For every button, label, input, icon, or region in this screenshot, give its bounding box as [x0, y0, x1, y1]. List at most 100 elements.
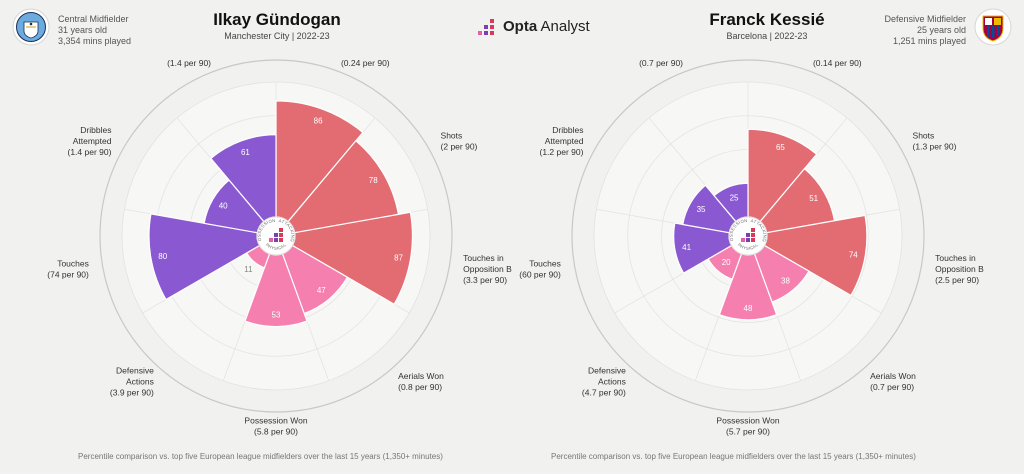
axis-label-line: (2 per 90)	[441, 142, 478, 152]
axis-label-line: Actions	[126, 377, 154, 387]
data-value-label: 47	[317, 286, 326, 295]
axis-label-line: Attempted	[73, 136, 112, 146]
data-value-label: 25	[730, 194, 739, 203]
axis-label-line: (0.24 per 90)	[341, 58, 390, 68]
brand-name: Opta Analyst	[503, 18, 590, 35]
opta-analyst-logo-icon	[478, 19, 494, 35]
position-text: Defensive Midfielder	[884, 14, 966, 24]
axis-label-line: Touches in	[463, 253, 504, 263]
center-group-label: PHYSICAL	[265, 242, 288, 251]
outer-ring	[571, 59, 925, 413]
axis-label-line: (0.7 per 90)	[639, 58, 683, 68]
footer-note-left: Percentile comparison vs. top five Europ…	[78, 452, 443, 461]
axis-label-line: (0.14 per 90)	[813, 58, 862, 68]
axis-label-line: Opposition Box	[463, 264, 512, 274]
player-name-left: Ilkay Gündogan	[213, 10, 341, 29]
logo-square	[269, 238, 273, 242]
data-value-label: 65	[776, 143, 785, 152]
data-value-label: 38	[781, 277, 790, 286]
axis-label-line: Aerials Won	[870, 371, 916, 381]
axis-label-line: Defensive	[588, 366, 626, 376]
axis-label-line: (60 per 90)	[519, 269, 561, 279]
axis-label-line: Goals	[341, 56, 363, 57]
logo-square	[279, 228, 283, 232]
axis-label-line: Touches	[57, 258, 89, 268]
axis-label: Shots (2 per 90)	[441, 131, 478, 152]
axis-label: Defensive Actions (4.7 per 90)	[582, 366, 626, 398]
axis-label-line: (4.7 per 90)	[582, 388, 626, 398]
axis-label-line: Possession Won	[716, 416, 779, 426]
axis-label-line: Dribbles	[552, 125, 583, 135]
footer-note-right: Percentile comparison vs. top five Europ…	[551, 452, 916, 461]
axis-label-line: (0.8 per 90)	[398, 382, 442, 392]
outer-ring	[99, 59, 453, 413]
axis-label: Defensive Actions (3.9 per 90)	[110, 366, 154, 398]
logo-square	[751, 238, 755, 242]
axis-label: Chances Created(1.4 per 90)	[145, 56, 211, 68]
axis-label-line: Attempted	[545, 136, 584, 146]
radar-chart-left: 86 78 87 47 53 11 80 40 61 Goals(0.24 per 90) Shot…	[40, 56, 512, 436]
data-value-label: 86	[314, 116, 323, 125]
axis-label-line: Aerials Won	[398, 371, 444, 381]
axis-label-line: Shots	[441, 131, 463, 141]
axis-label-line: (2.5 per 90)	[935, 275, 979, 285]
axis-label-line: Opposition Box	[935, 264, 984, 274]
center-logo-icon	[741, 228, 755, 242]
manchester-city-crest-icon	[12, 8, 50, 46]
data-value-label: 61	[241, 148, 250, 157]
logo-square	[274, 233, 278, 237]
axis-label: Aerials Won (0.8 per 90)	[398, 371, 444, 392]
axis-label: Possession Won (5.7 per 90)	[716, 416, 779, 437]
axis-label-line: Chances Created	[617, 56, 683, 57]
axis-label: Aerials Won (0.7 per 90)	[870, 371, 916, 392]
data-value-label: 78	[369, 176, 378, 185]
minutes-text: 1,251 mins played	[892, 36, 966, 46]
axis-label: Touches (60 per 90)	[519, 258, 561, 279]
axis-label: Chances Created(0.7 per 90)	[617, 56, 683, 68]
axis-label-line: (1.4 per 90)	[167, 58, 211, 68]
data-value-label: 80	[158, 252, 167, 261]
age-text: 31 years old	[58, 25, 108, 35]
axis-label-line: Possession Won	[244, 416, 307, 426]
center-logo-icon	[269, 228, 283, 242]
data-value-label: 87	[394, 254, 403, 263]
axis-label: Touches (74 per 90)	[47, 258, 89, 279]
data-value-label: 20	[722, 258, 731, 267]
logo-square	[279, 238, 283, 242]
age-text: 25 years old	[916, 25, 966, 35]
data-value-label: 51	[809, 194, 818, 203]
data-value-label: 53	[272, 311, 281, 320]
data-value-label: 74	[849, 251, 858, 260]
logo-square	[274, 238, 278, 242]
player-meta-right: Defensive Midfielder 25 years old 1,251 …	[884, 14, 966, 47]
logo-square	[746, 238, 750, 242]
axis-label: Shots (1.3 per 90)	[913, 131, 957, 152]
data-value-label: 48	[744, 304, 753, 313]
axis-label-line: (1.3 per 90)	[913, 142, 957, 152]
axis-label-line: (1.2 per 90)	[540, 147, 584, 157]
logo-square	[751, 228, 755, 232]
axis-label-line: Touches in	[935, 253, 976, 263]
logo-square	[279, 233, 283, 237]
data-value-label: 11	[244, 265, 253, 274]
axis-label: Dribbles Attempted (1.2 per 90)	[540, 125, 584, 157]
data-value-label: 35	[697, 205, 706, 214]
axis-label-line: Dribbles	[80, 125, 111, 135]
axis-label-line: (5.8 per 90)	[254, 427, 298, 437]
player-meta-left: Central Midfielder 31 years old 3,354 mi…	[58, 14, 131, 47]
axis-label-line: (1.4 per 90)	[68, 147, 112, 157]
axis-label-line: Shots	[913, 131, 935, 141]
radar-chart-right: 65 51 74 38 48 20 41 35 25 Goals(0.14 per 90) Shot…	[512, 56, 984, 436]
axis-label: Dribbles Attempted (1.4 per 90)	[68, 125, 112, 157]
axis-label-line: (0.7 per 90)	[870, 382, 914, 392]
center-group-label: PHYSICAL	[737, 242, 760, 251]
team-season-right: Barcelona | 2022-23	[726, 31, 808, 41]
axis-label-line: Actions	[598, 377, 626, 387]
logo-square	[746, 233, 750, 237]
axis-label: Goals(0.14 per 90)	[813, 56, 862, 68]
logo-square	[751, 233, 755, 237]
data-value-label: 41	[682, 243, 691, 252]
axis-label-line: (74 per 90)	[47, 269, 89, 279]
